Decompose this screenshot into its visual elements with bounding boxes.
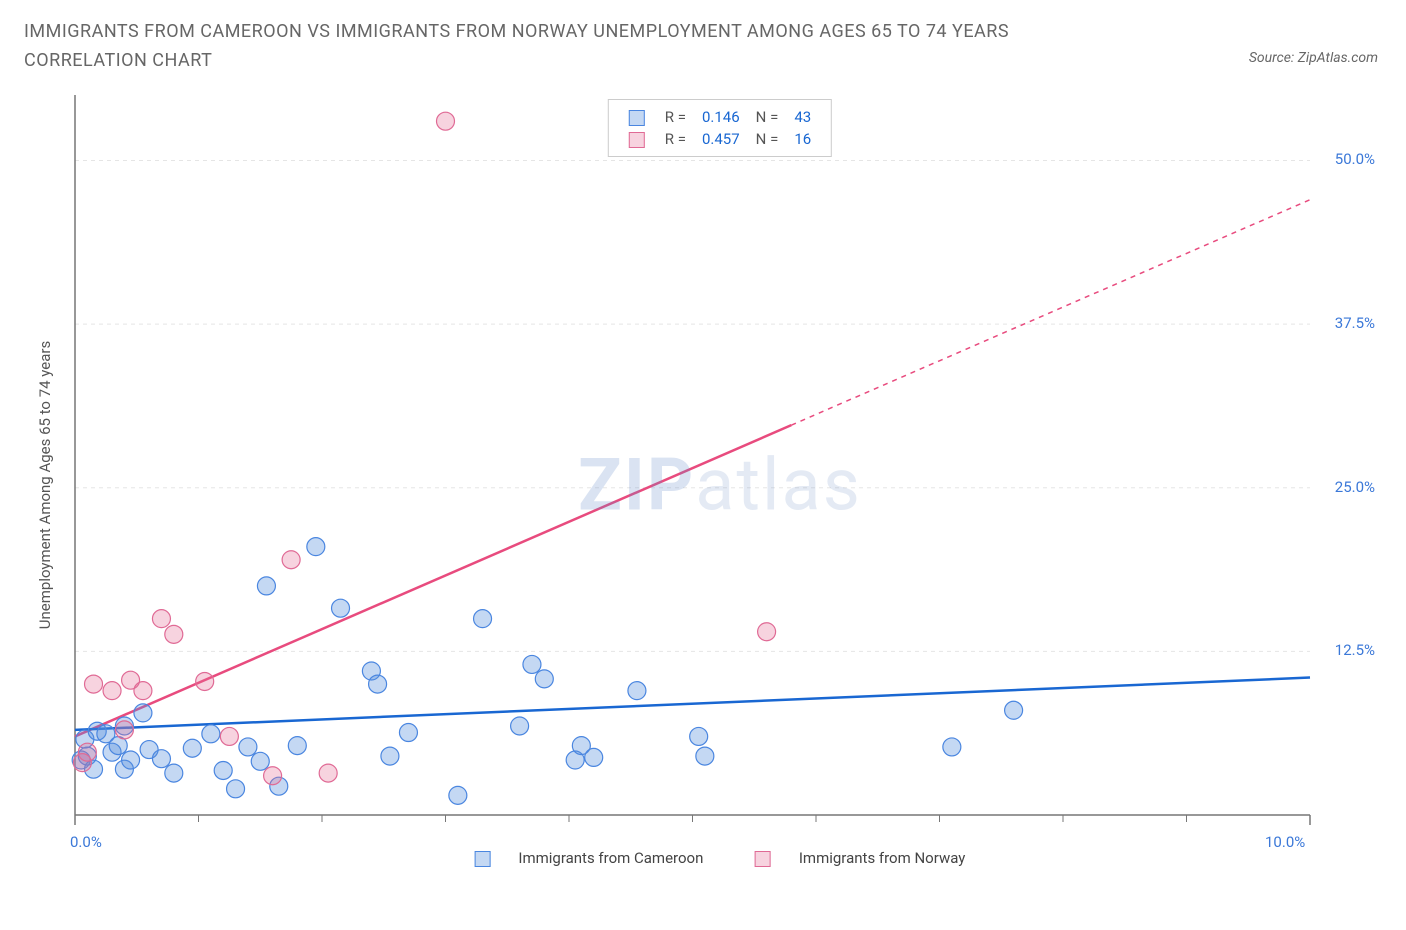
- legend-bottom: Immigrants from Cameroon Immigrants from…: [451, 849, 990, 867]
- legend-label-cameroon: Immigrants from Cameroon: [518, 849, 703, 867]
- source-credit: Source: ZipAtlas.com: [1249, 50, 1378, 66]
- chart-area: Unemployment Among Ages 65 to 74 years Z…: [55, 95, 1385, 875]
- r-value-norway: 0.457: [694, 128, 748, 150]
- r-value-cameroon: 0.146: [694, 106, 748, 128]
- legend-label-norway: Immigrants from Norway: [799, 849, 966, 867]
- n-value-cameroon: 43: [786, 106, 819, 128]
- legend-row-norway: R = 0.457 N = 16: [621, 128, 819, 150]
- y-tick-label: 25.0%: [1335, 478, 1375, 496]
- n-value-norway: 16: [786, 128, 819, 150]
- legend-row-cameroon: R = 0.146 N = 43: [621, 106, 819, 128]
- x-tick-label: 0.0%: [70, 833, 102, 851]
- y-tick-label: 37.5%: [1335, 314, 1375, 332]
- y-tick-label: 50.0%: [1335, 150, 1375, 168]
- y-tick-label: 12.5%: [1335, 641, 1375, 659]
- scatter-plot: [55, 95, 1385, 875]
- x-tick-label: 10.0%: [1265, 833, 1305, 851]
- chart-title: IMMIGRANTS FROM CAMEROON VS IMMIGRANTS F…: [24, 18, 1124, 76]
- legend-stats-box: R = 0.146 N = 43 R = 0.457 N = 16: [608, 99, 832, 157]
- y-axis-label: Unemployment Among Ages 65 to 74 years: [36, 341, 54, 629]
